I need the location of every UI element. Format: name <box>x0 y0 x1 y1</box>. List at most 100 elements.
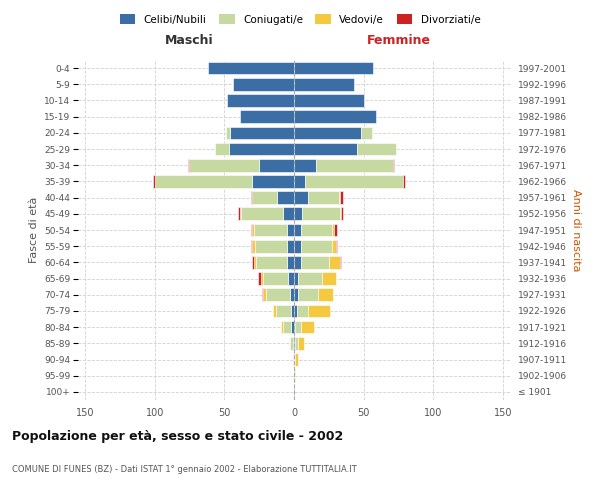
Text: COMUNE DI FUNES (BZ) - Dati ISTAT 1° gennaio 2002 - Elaborazione TUTTITALIA.IT: COMUNE DI FUNES (BZ) - Dati ISTAT 1° gen… <box>12 465 357 474</box>
Bar <box>301 224 332 236</box>
Bar <box>297 304 308 318</box>
Bar <box>294 62 373 74</box>
Bar <box>215 142 229 156</box>
Bar <box>340 256 341 268</box>
Bar <box>301 321 314 334</box>
Bar <box>226 126 230 139</box>
Bar <box>252 256 254 268</box>
Bar <box>294 78 354 90</box>
Bar <box>298 288 317 301</box>
Bar <box>294 256 301 268</box>
Legend: Celibi/Nubili, Coniugati/e, Vedovi/e, Divorziati/e: Celibi/Nubili, Coniugati/e, Vedovi/e, Di… <box>115 10 485 29</box>
Bar <box>294 240 301 252</box>
Bar <box>239 208 241 220</box>
Bar <box>332 224 334 236</box>
Bar <box>290 288 294 301</box>
Bar <box>294 337 295 349</box>
Bar <box>255 240 287 252</box>
Bar <box>238 208 239 220</box>
Bar <box>229 142 294 156</box>
Bar <box>241 208 283 220</box>
Bar <box>190 159 259 172</box>
Bar <box>252 192 277 204</box>
Bar <box>239 110 294 123</box>
Bar <box>294 159 316 172</box>
Bar <box>283 208 294 220</box>
Bar <box>262 288 263 301</box>
Bar <box>302 208 340 220</box>
Bar <box>341 208 343 220</box>
Bar <box>153 175 155 188</box>
Bar <box>254 224 287 236</box>
Bar <box>294 142 357 156</box>
Bar <box>336 240 337 252</box>
Bar <box>294 288 298 301</box>
Bar <box>322 272 336 285</box>
Bar <box>287 256 294 268</box>
Bar <box>294 208 302 220</box>
Bar <box>254 256 256 268</box>
Bar <box>259 159 294 172</box>
Bar <box>403 175 406 188</box>
Bar <box>276 304 291 318</box>
Text: Femmine: Femmine <box>367 34 431 47</box>
Bar <box>283 321 291 334</box>
Bar <box>251 240 252 252</box>
Bar <box>294 353 295 366</box>
Bar <box>273 304 276 318</box>
Bar <box>252 175 294 188</box>
Bar <box>208 62 294 74</box>
Bar <box>281 321 283 334</box>
Bar <box>295 337 298 349</box>
Bar <box>291 304 294 318</box>
Bar <box>295 353 298 366</box>
Bar <box>256 256 287 268</box>
Bar <box>294 175 305 188</box>
Bar <box>188 159 190 172</box>
Bar <box>294 192 308 204</box>
Bar <box>155 175 252 188</box>
Bar <box>263 272 289 285</box>
Bar <box>260 272 263 285</box>
Bar <box>316 159 393 172</box>
Bar <box>263 288 266 301</box>
Bar <box>227 94 294 107</box>
Bar <box>287 224 294 236</box>
Bar <box>290 337 293 349</box>
Bar <box>294 304 297 318</box>
Bar <box>294 110 376 123</box>
Bar <box>301 240 332 252</box>
Bar <box>291 321 294 334</box>
Bar <box>293 337 294 349</box>
Bar <box>298 337 304 349</box>
Bar <box>308 304 330 318</box>
Bar <box>305 175 403 188</box>
Bar <box>340 192 343 204</box>
Bar <box>289 272 294 285</box>
Bar <box>294 126 361 139</box>
Bar <box>252 224 254 236</box>
Bar <box>308 192 338 204</box>
Bar <box>338 192 340 204</box>
Text: Popolazione per età, sesso e stato civile - 2002: Popolazione per età, sesso e stato civil… <box>12 430 343 443</box>
Bar <box>294 272 298 285</box>
Bar <box>293 353 294 366</box>
Y-axis label: Anni di nascita: Anni di nascita <box>571 188 581 271</box>
Bar <box>340 208 341 220</box>
Bar <box>277 192 294 204</box>
Bar <box>334 224 337 236</box>
Bar <box>332 240 336 252</box>
Bar <box>298 272 322 285</box>
Text: Maschi: Maschi <box>165 34 214 47</box>
Y-axis label: Fasce di età: Fasce di età <box>29 197 38 263</box>
Bar <box>233 78 294 90</box>
Bar <box>393 159 394 172</box>
Bar <box>294 224 301 236</box>
Bar <box>230 126 294 139</box>
Bar <box>294 370 295 382</box>
Bar <box>294 321 295 334</box>
Bar <box>301 256 329 268</box>
Bar <box>295 321 301 334</box>
Bar <box>252 240 255 252</box>
Bar <box>266 288 290 301</box>
